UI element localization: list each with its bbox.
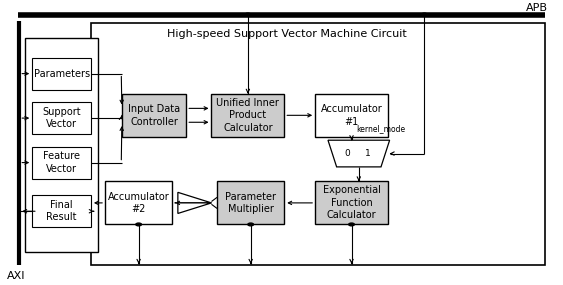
Circle shape bbox=[245, 13, 251, 16]
Text: AXI: AXI bbox=[7, 271, 25, 281]
Text: Support
Vector: Support Vector bbox=[42, 107, 81, 129]
Bar bbox=[32, 146, 91, 179]
Bar bbox=[91, 23, 545, 265]
Circle shape bbox=[348, 223, 354, 226]
Bar bbox=[217, 181, 284, 225]
Bar bbox=[105, 181, 172, 225]
Text: 1: 1 bbox=[365, 149, 370, 158]
Text: Exponential
Function
Calculator: Exponential Function Calculator bbox=[323, 186, 381, 220]
Text: Parameter
Multiplier: Parameter Multiplier bbox=[225, 192, 276, 214]
Bar bbox=[32, 195, 91, 227]
Text: High-speed Support Vector Machine Circuit: High-speed Support Vector Machine Circui… bbox=[167, 29, 407, 39]
Bar bbox=[25, 38, 98, 252]
Text: kernel_mode: kernel_mode bbox=[356, 124, 405, 133]
Text: Unified Inner
Product
Calculator: Unified Inner Product Calculator bbox=[216, 98, 279, 133]
Text: Feature
Vector: Feature Vector bbox=[43, 151, 80, 174]
Text: Accumulator
#2: Accumulator #2 bbox=[108, 192, 169, 214]
Text: Final
Result: Final Result bbox=[46, 200, 77, 222]
Polygon shape bbox=[328, 140, 390, 167]
Bar bbox=[315, 181, 388, 225]
Text: Accumulator
#1: Accumulator #1 bbox=[321, 104, 382, 127]
Bar bbox=[32, 58, 91, 89]
Bar bbox=[315, 94, 388, 137]
Bar bbox=[212, 94, 284, 137]
Text: Input Data
Controller: Input Data Controller bbox=[128, 104, 180, 127]
Polygon shape bbox=[178, 203, 212, 213]
Circle shape bbox=[248, 223, 253, 226]
Text: 0: 0 bbox=[344, 149, 350, 158]
Polygon shape bbox=[178, 192, 212, 203]
Text: Parameters: Parameters bbox=[34, 69, 90, 79]
Text: APB: APB bbox=[526, 3, 548, 13]
Bar bbox=[122, 94, 186, 137]
Circle shape bbox=[422, 13, 427, 16]
Bar bbox=[32, 102, 91, 134]
Circle shape bbox=[136, 223, 141, 226]
